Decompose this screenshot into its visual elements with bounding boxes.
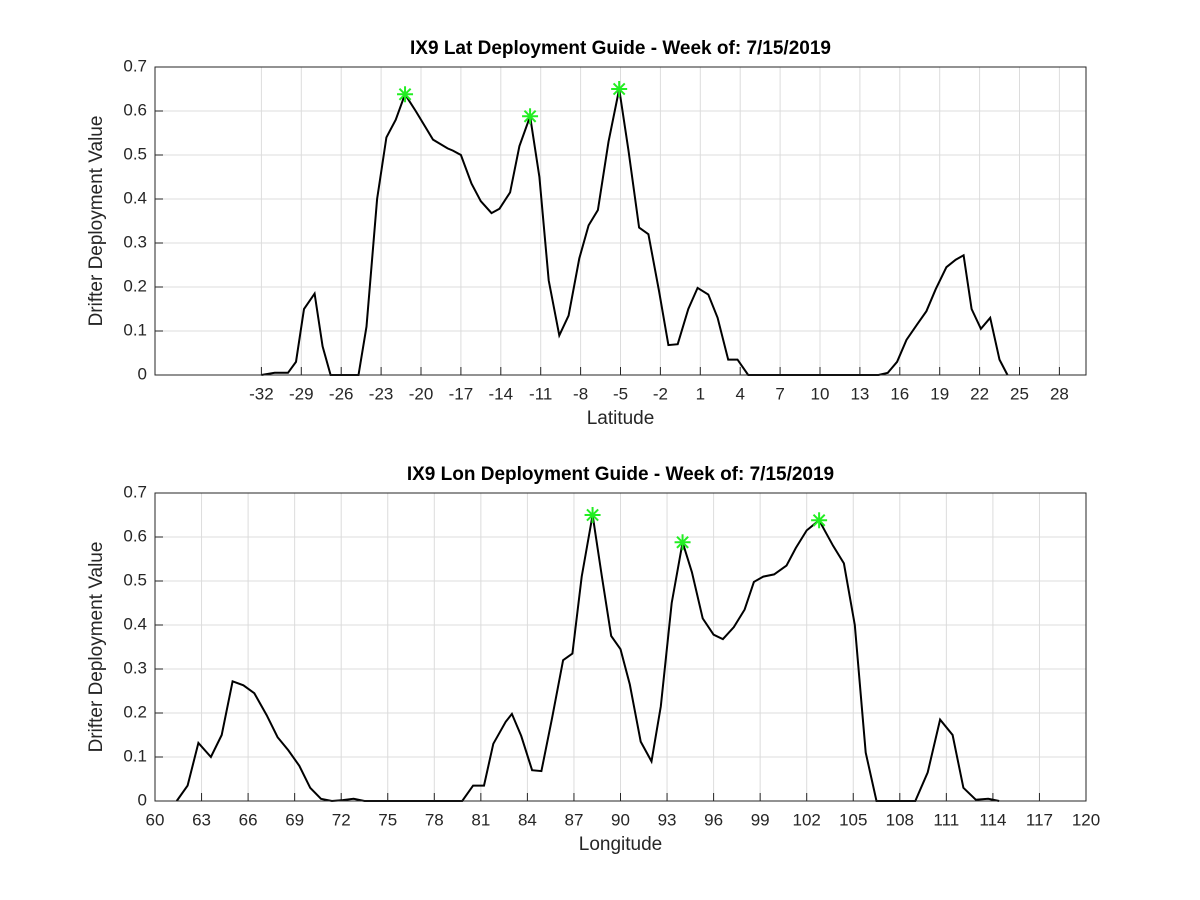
x-tick-label: -17 — [449, 384, 474, 403]
peak-stroke — [586, 508, 599, 522]
peak-stroke — [612, 82, 626, 96]
peak-marker — [611, 81, 628, 97]
peak-marker — [674, 534, 691, 551]
x-tick-label: 13 — [850, 384, 869, 403]
axes-box — [154, 66, 1087, 376]
x-tick-label: 10 — [811, 384, 830, 403]
x-tick-label: 66 — [239, 810, 258, 829]
x-tick-label: -23 — [369, 384, 394, 403]
y-tick-label: 0.6 — [123, 526, 147, 545]
x-tick-label: -29 — [289, 384, 314, 403]
x-tick-label: 1 — [696, 384, 705, 403]
data-line — [175, 514, 1000, 803]
axes-box — [154, 492, 1087, 802]
y-tick-label: 0.3 — [123, 658, 147, 677]
x-axis-label: Latitude — [587, 408, 655, 429]
x-tick-label: 108 — [886, 810, 914, 829]
peak-marker — [522, 108, 539, 125]
y-tick-label: 0.1 — [123, 746, 147, 765]
peak-marker — [584, 507, 601, 523]
x-tick-label: 87 — [564, 810, 583, 829]
x-tick-label: 114 — [979, 810, 1006, 829]
y-tick-label: 0.1 — [123, 320, 147, 339]
x-tick-label: -5 — [613, 384, 628, 403]
x-tick-label: 84 — [518, 810, 537, 829]
x-tick-label: 25 — [1010, 384, 1029, 403]
y-axis-label: Drifter Deployment Value — [86, 116, 107, 327]
peak-marker — [811, 512, 828, 529]
x-tick-label: 105 — [839, 810, 867, 829]
chart-title: IX9 Lat Deployment Guide - Week of: 7/15… — [410, 38, 831, 59]
y-tick-label: 0.5 — [123, 144, 147, 163]
y-tick-label: 0.4 — [123, 188, 147, 207]
y-axis-label: Drifter Deployment Value — [86, 542, 107, 753]
x-tick-label: 75 — [378, 810, 397, 829]
chart-title: IX9 Lon Deployment Guide - Week of: 7/15… — [407, 464, 834, 485]
x-tick-label: 111 — [933, 810, 959, 829]
x-tick-label: 60 — [146, 810, 165, 829]
x-tick-label: -26 — [329, 384, 354, 403]
x-tick-label: 117 — [1026, 810, 1053, 829]
y-tick-label: 0 — [138, 790, 147, 809]
x-axis-label: Longitude — [579, 834, 662, 855]
x-tick-label: 72 — [332, 810, 351, 829]
peak-stroke — [398, 87, 412, 101]
y-tick-label: 0.7 — [123, 56, 147, 75]
x-tick-label: 90 — [611, 810, 630, 829]
y-tick-label: 0 — [138, 364, 147, 383]
x-tick-label: 99 — [751, 810, 770, 829]
x-tick-label: 96 — [704, 810, 723, 829]
x-tick-label: 93 — [658, 810, 677, 829]
peak-marker — [397, 86, 414, 103]
x-tick-label: -14 — [489, 384, 514, 403]
y-tick-label: 0.7 — [123, 482, 147, 501]
x-tick-label: 4 — [735, 384, 744, 403]
x-tick-label: 69 — [285, 810, 304, 829]
x-tick-label: 22 — [970, 384, 989, 403]
y-tick-label: 0.2 — [123, 276, 147, 295]
x-tick-label: 16 — [890, 384, 909, 403]
y-tick-label: 0.4 — [123, 614, 147, 633]
y-tick-label: 0.2 — [123, 702, 147, 721]
x-tick-label: 28 — [1050, 384, 1069, 403]
x-tick-label: -2 — [653, 384, 668, 403]
peak-stroke — [812, 513, 826, 527]
y-tick-label: 0.3 — [123, 232, 147, 251]
peak-stroke — [676, 535, 689, 549]
y-tick-label: 0.6 — [123, 100, 147, 119]
x-tick-label: -20 — [409, 384, 434, 403]
data-line — [261, 88, 1009, 376]
x-tick-label: 63 — [192, 810, 211, 829]
x-tick-label: 120 — [1072, 810, 1100, 829]
x-tick-label: 7 — [775, 384, 784, 403]
x-tick-label: -8 — [573, 384, 588, 403]
x-tick-label: 102 — [793, 810, 821, 829]
x-tick-label: -32 — [249, 384, 274, 403]
x-tick-label: 19 — [930, 384, 949, 403]
x-tick-label: 81 — [471, 810, 490, 829]
x-tick-label: -11 — [529, 384, 552, 403]
x-tick-label: 78 — [425, 810, 444, 829]
peak-stroke — [523, 109, 537, 123]
y-tick-label: 0.5 — [123, 570, 147, 589]
